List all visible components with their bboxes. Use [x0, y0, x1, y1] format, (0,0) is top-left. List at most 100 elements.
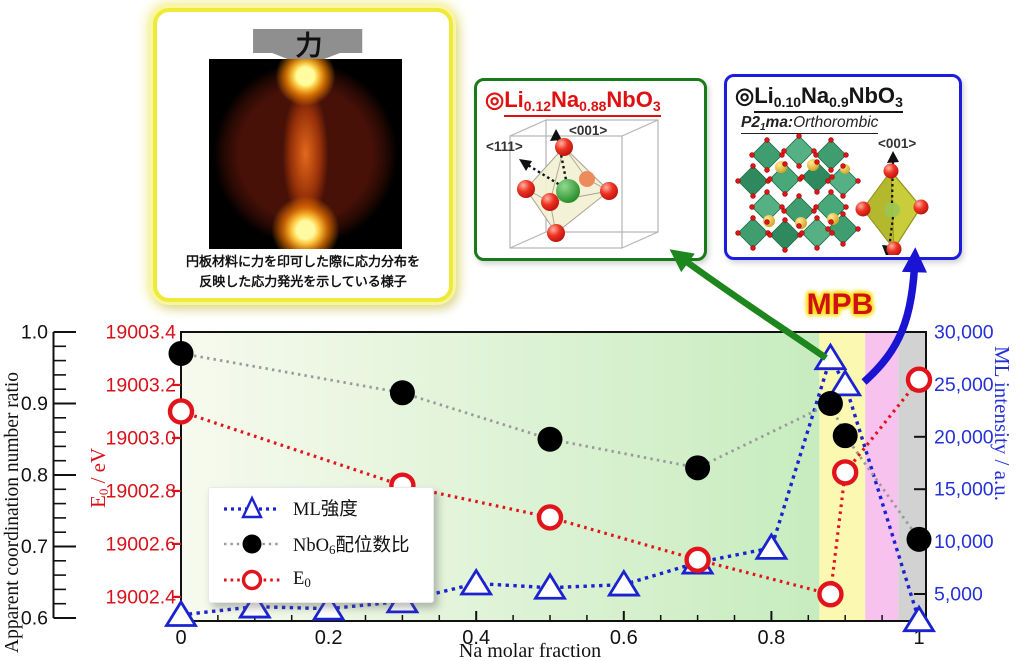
data-point: [901, 604, 937, 633]
octahedron-unit-cell-diagram: <001> <111>: [486, 119, 659, 249]
svg-text:19002.6: 19002.6: [106, 533, 177, 555]
data-point: [817, 390, 843, 416]
oxygen-atom: [781, 148, 787, 154]
series-ml: [163, 342, 937, 633]
data-point: [905, 366, 933, 393]
e0-axis-title: E0 / eV: [86, 447, 111, 508]
oxygen-atom: [813, 204, 819, 210]
oxygen-atom: [764, 167, 770, 173]
data-point: [537, 426, 563, 452]
oxygen-atom: [767, 232, 773, 238]
chart-legend: ML強度 NbO6配位数比 E0: [208, 487, 434, 603]
direction-arrows: [522, 138, 570, 192]
space-group-label: P21ma:Orthorombic: [741, 114, 879, 134]
oxygen-atom: [829, 174, 835, 180]
data-point: [237, 590, 272, 619]
nb-atom: [556, 179, 580, 203]
oxygen-atom: [814, 159, 820, 165]
ml-photo-panel: 力 円板材料に力を印可した際に応力分布を 反映した応力発光を示している様子: [153, 8, 453, 302]
svg-text:25,000: 25,000: [934, 374, 994, 396]
data-point: [832, 459, 859, 486]
oxygen-atom: [764, 137, 770, 143]
oxygen-atom: [829, 230, 835, 236]
oxygen-atom: [814, 189, 820, 195]
arrowhead-001: [550, 129, 562, 141]
oxygen-atom: [828, 167, 834, 173]
oxygen-atom: [782, 161, 788, 167]
oxygen-atom: [750, 215, 756, 221]
svg-text:0.9: 0.9: [21, 393, 48, 415]
double-circle-mark: ◎: [485, 87, 505, 112]
oxygen-atom: [796, 223, 802, 229]
legend-label-e0: E0: [293, 569, 311, 590]
oxygen-atom: [813, 152, 819, 158]
svg-text:0.7: 0.7: [21, 536, 48, 558]
oxygen-atom: [735, 178, 741, 184]
data-point: [311, 593, 346, 621]
legend-label-nbo6: NbO6配位数比: [293, 535, 410, 557]
oxygen-atom: [825, 178, 831, 184]
x-axis-title: Na molar fraction: [458, 640, 602, 661]
svg-text:19003.2: 19003.2: [106, 374, 177, 396]
svg-text:1.0: 1.0: [21, 322, 48, 344]
svg-text:1: 1: [913, 627, 924, 649]
oxygen-atom: [782, 191, 788, 197]
ml-emission-photo: [209, 59, 402, 249]
data-point: [163, 599, 199, 627]
oxygen-atom: [840, 193, 846, 199]
svg-text:19002.4: 19002.4: [106, 586, 177, 608]
oxygen-atom: [749, 152, 755, 158]
dir-001-label: <001>: [878, 136, 916, 151]
oxygen-atom: [750, 163, 756, 169]
oxygen-atom: [796, 163, 802, 169]
data-point: [906, 526, 932, 552]
data-point: [606, 568, 641, 597]
svg-text:0.6: 0.6: [21, 607, 48, 629]
blue-structure-panel: ◎Li0.10Na0.9NbO3 P21ma:Orthorombic: [724, 74, 962, 260]
arrowhead-111: [519, 159, 532, 171]
photo-caption-line2: 反映した応力発光を示している様子: [199, 273, 407, 289]
force-label: 力: [295, 31, 323, 61]
svg-text:0.6: 0.6: [610, 627, 638, 649]
data-point: [536, 504, 564, 531]
legend-label-ml: ML強度: [293, 500, 358, 520]
svg-text:0.2: 0.2: [315, 627, 343, 649]
data-point: [684, 546, 711, 574]
photo-caption-line1: 円板材料に力を印可した際に応力分布を: [185, 254, 420, 269]
data-point: [828, 368, 863, 397]
oxygen-atom: [764, 219, 770, 225]
oxygen-atom: [843, 152, 849, 158]
octahedra-cluster: [737, 135, 859, 251]
svg-text:30,000: 30,000: [934, 322, 994, 344]
oxygen-atom: [840, 211, 846, 217]
svg-text:10,000: 10,000: [934, 531, 994, 553]
oxygen-atom: [782, 247, 788, 253]
oxygen-atom: [814, 245, 820, 251]
ml-axis: 30,000 25,000 20,000 15,000 10,000 5,000: [914, 322, 994, 606]
oxygen-atom: [855, 178, 861, 184]
nbo6-series-marker-icon: [224, 534, 280, 554]
data-point: [532, 572, 568, 600]
oxygen-atom: [840, 241, 846, 247]
oxygen-atoms: [517, 138, 618, 242]
svg-text:19002.8: 19002.8: [106, 480, 177, 502]
legend-item-nbo6: NbO6配位数比: [209, 526, 433, 562]
right-axis-title: ML intensity / a.u.: [990, 346, 1014, 501]
perovskite-structure-diagram: <001>: [735, 133, 929, 255]
series-ratio: [168, 340, 932, 552]
data-point: [832, 423, 858, 449]
dir-111-label: <111>: [486, 139, 523, 154]
data-point: [167, 398, 195, 425]
legend-item-ml: ML強度: [209, 490, 433, 526]
svg-text:0: 0: [175, 627, 186, 649]
svg-text:15,000: 15,000: [934, 479, 994, 501]
distorted-octahedron: [855, 151, 929, 255]
data-point: [459, 567, 494, 596]
oxygen-atom: [764, 189, 770, 195]
data-point: [389, 380, 415, 406]
oxygen-atom: [767, 176, 773, 182]
oxygen-atom: [825, 226, 831, 232]
double-circle-mark: ◎: [735, 83, 755, 108]
